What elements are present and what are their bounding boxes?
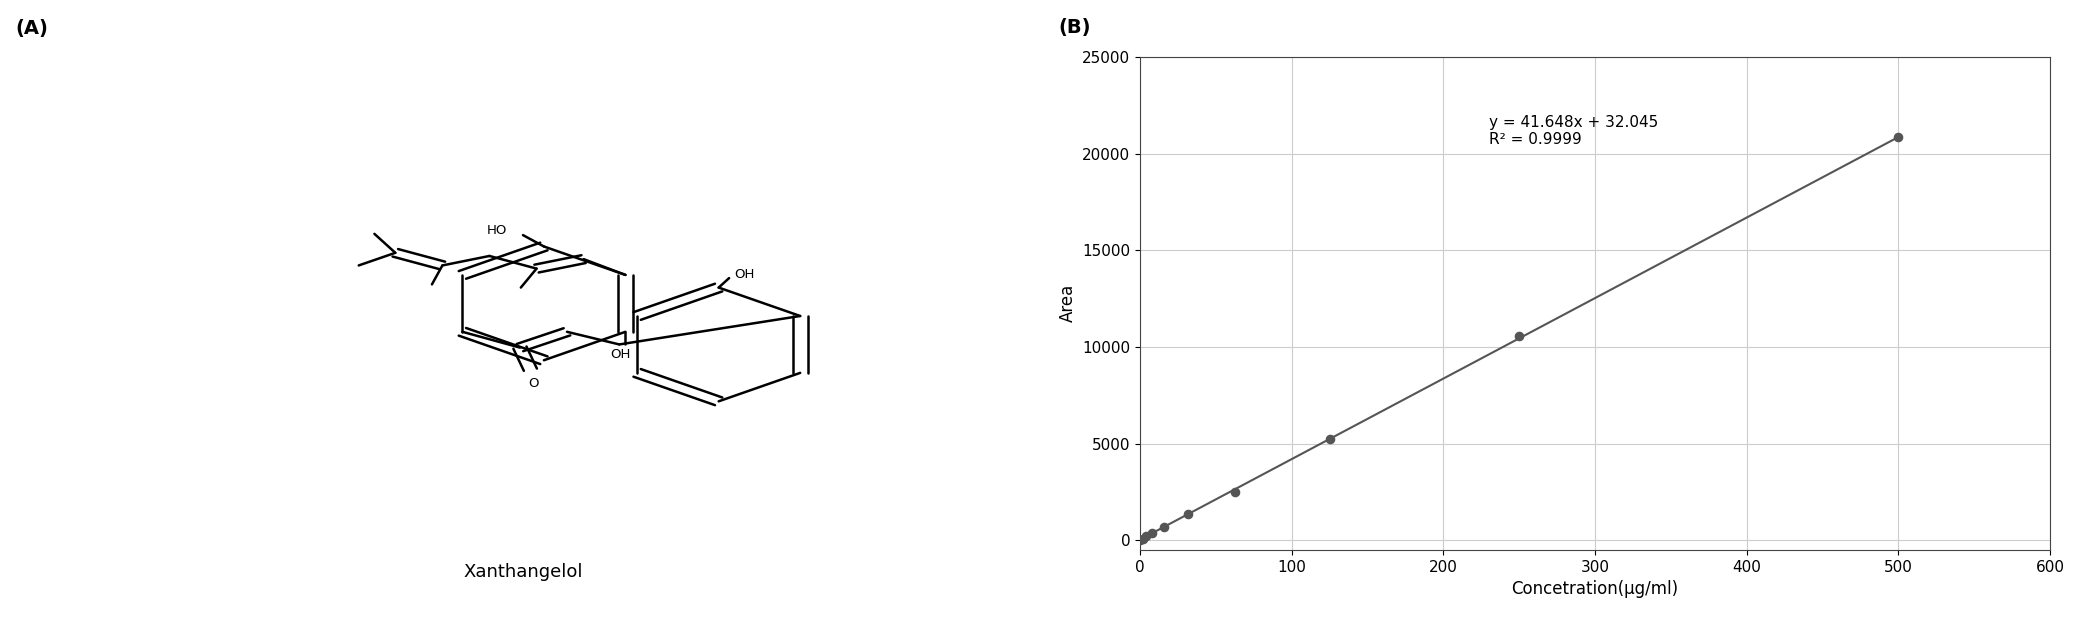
Text: y = 41.648x + 32.045
R² = 0.9999: y = 41.648x + 32.045 R² = 0.9999	[1490, 115, 1659, 147]
Text: HO: HO	[487, 224, 508, 237]
Point	[1502, 331, 1536, 341]
Point	[1130, 531, 1163, 541]
Point	[1883, 132, 1916, 142]
Point	[1146, 521, 1180, 532]
Text: O: O	[529, 377, 540, 391]
Text: Xanthangelol: Xanthangelol	[462, 564, 584, 581]
Y-axis label: Area: Area	[1059, 284, 1077, 322]
Point	[1123, 535, 1157, 545]
Text: OH: OH	[734, 268, 755, 281]
Point	[1136, 528, 1169, 538]
X-axis label: Concetration(μg/ml): Concetration(μg/ml)	[1513, 580, 1678, 598]
Point	[1125, 533, 1159, 544]
Text: OH: OH	[611, 348, 630, 361]
Point	[1218, 487, 1251, 497]
Text: (A): (A)	[17, 19, 48, 38]
Point	[1314, 434, 1347, 444]
Point	[1172, 509, 1205, 520]
Text: (B): (B)	[1059, 18, 1090, 37]
